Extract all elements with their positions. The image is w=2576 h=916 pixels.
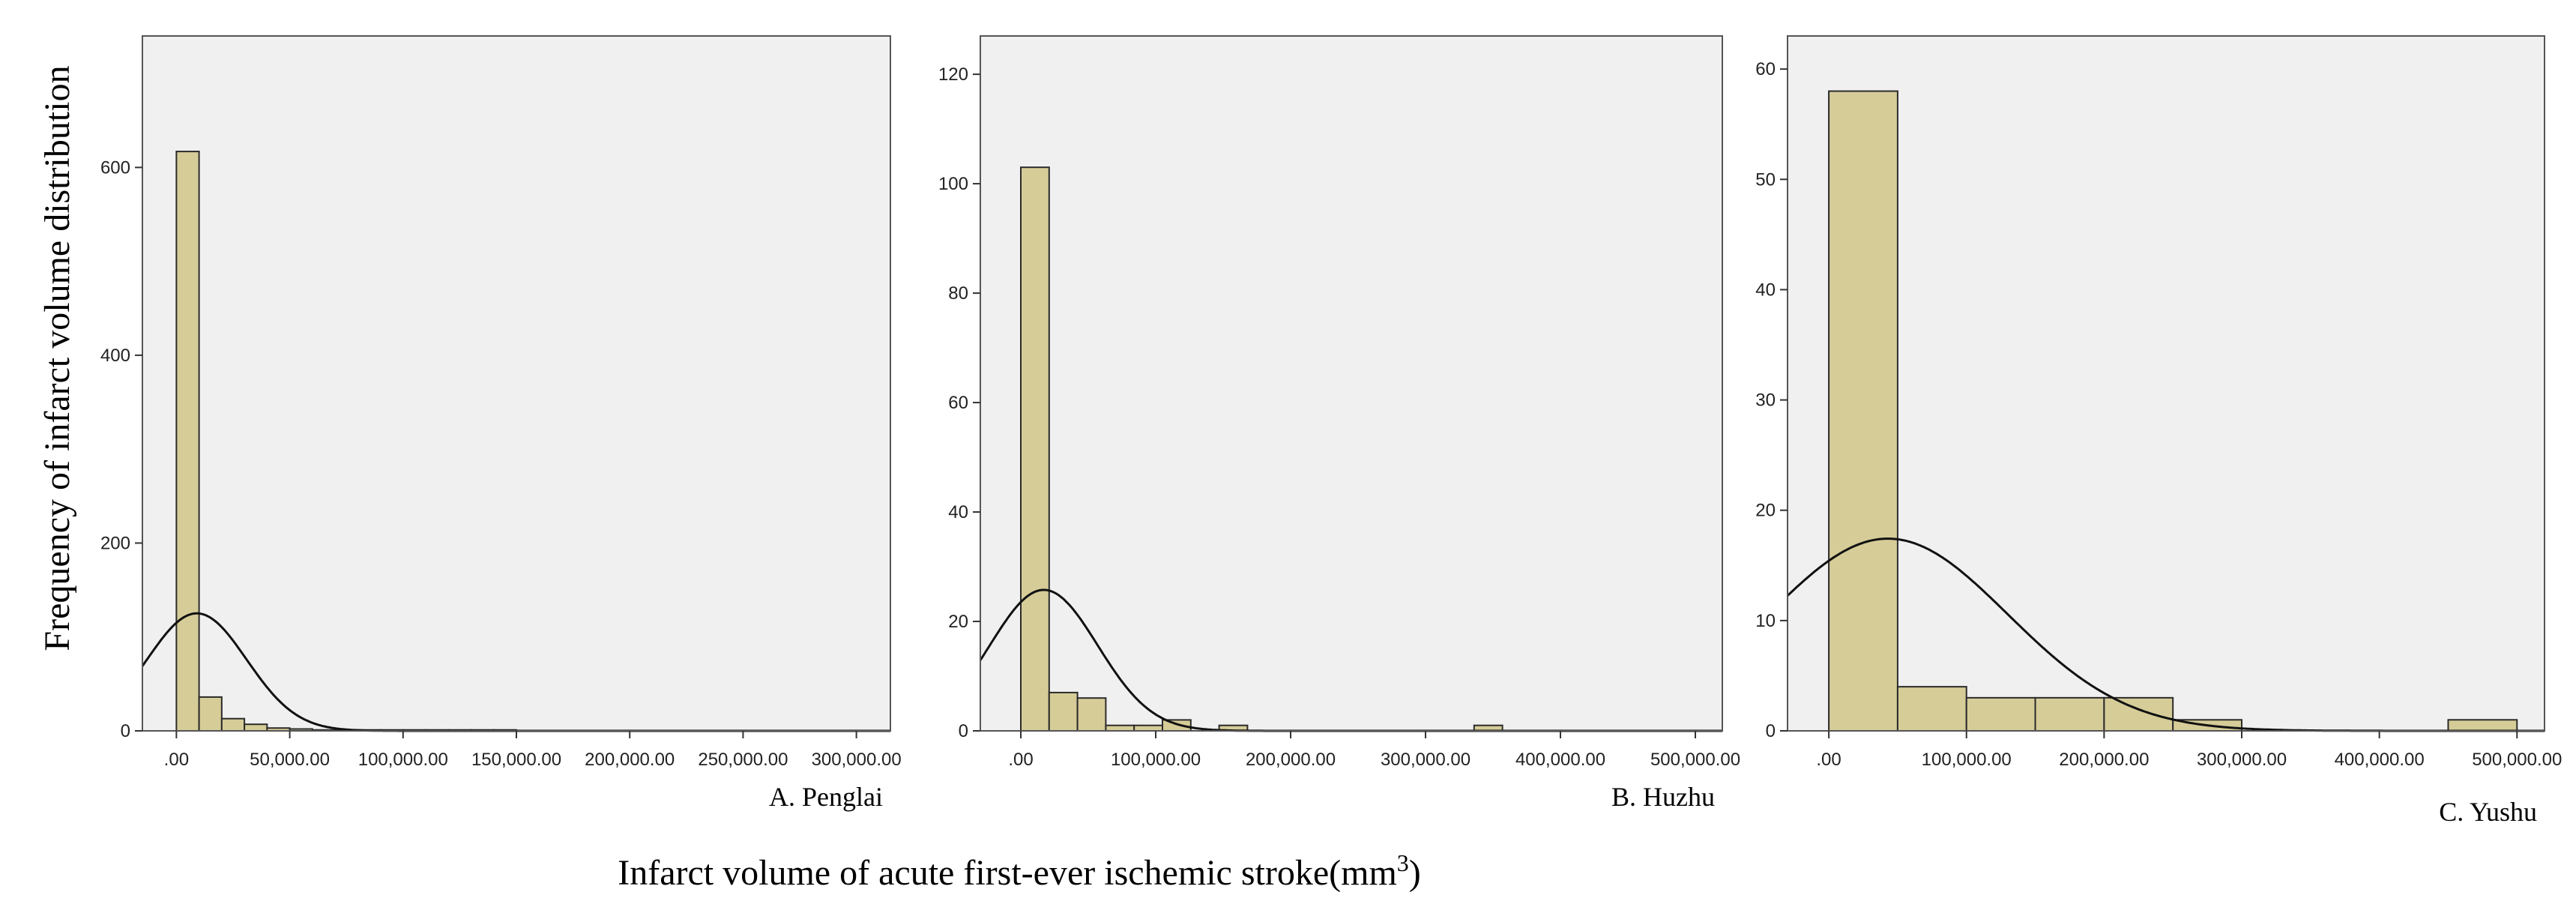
x-tick-label: 100,000.00	[1111, 750, 1201, 770]
plot-frame	[980, 35, 1723, 732]
x-tick-label: 100,000.00	[1922, 750, 2012, 770]
histogram-bar	[1020, 166, 1050, 732]
y-tick-label: 40	[1755, 280, 1776, 300]
y-axis-title: Frequency of infarct volume distribution	[37, 65, 77, 651]
x-tick-label: .00	[1816, 750, 1841, 770]
panel-label: A. Penglai	[769, 782, 883, 812]
histogram-bar	[2103, 696, 2174, 732]
panel-label: C. Yushu	[2439, 797, 2537, 827]
x-tick-label: 200,000.00	[1246, 750, 1336, 770]
histogram-bar	[1133, 724, 1163, 732]
histogram-bar	[220, 717, 246, 732]
x-tick-label: .00	[1008, 750, 1033, 770]
histogram-bar	[198, 696, 223, 732]
y-tick-label: 600	[100, 157, 130, 178]
x-tick-label: 300,000.00	[2197, 750, 2287, 770]
histogram-bar	[1896, 686, 1967, 732]
x-tick-label: 200,000.00	[585, 750, 675, 770]
histogram-panel: 0 20 40 60 80 100 120 .00 100,000.00 200,000.00 30…	[938, 35, 1740, 812]
plot-area	[980, 35, 1723, 732]
histogram-bar	[1105, 724, 1135, 732]
plot-area	[1787, 35, 2545, 732]
y-tick-label: 20	[1755, 501, 1776, 521]
x-tick-label: .00	[164, 750, 189, 770]
plot-frame	[1787, 35, 2545, 732]
x-tick-label: 300,000.00	[812, 750, 902, 770]
histogram-bar	[244, 723, 268, 732]
y-tick-label: 100	[938, 174, 968, 194]
x-axis-title: Infarct volume of acute first-ever ische…	[618, 849, 1421, 893]
histogram-panel: 0 200 400 600 .00 50,000.00 100,000.00 150,000.…	[100, 35, 902, 812]
y-tick-label: 50	[1755, 169, 1776, 190]
y-tick-label: 20	[948, 612, 968, 632]
y-tick-label: 60	[948, 393, 968, 413]
histogram-bar	[175, 151, 200, 732]
x-tick-label: 200,000.00	[2059, 750, 2149, 770]
x-tick-label: 500,000.00	[1650, 750, 1740, 770]
histogram-bar	[2447, 719, 2518, 732]
x-tick-label: 400,000.00	[2335, 750, 2425, 770]
y-tick-label: 80	[948, 283, 968, 304]
panel-label: B. Huzhu	[1611, 782, 1715, 812]
histogram-panel: 0 10 20 30 40 50 60 .00 100,000.00 200,000.00 300,…	[1755, 35, 2562, 827]
y-tick-label: 10	[1755, 611, 1776, 631]
x-tick-label: 300,000.00	[1381, 750, 1471, 770]
y-tick-label: 40	[948, 502, 968, 522]
x-tick-label: 100,000.00	[358, 750, 448, 770]
y-tick-label: 200	[100, 533, 130, 553]
y-tick-label: 0	[1766, 721, 1776, 741]
histogram-bar	[1048, 691, 1079, 732]
y-tick-label: 0	[121, 721, 130, 741]
x-axis-title-end: )	[1409, 853, 1421, 893]
histogram-bar	[1828, 90, 1898, 732]
x-tick-label: 400,000.00	[1515, 750, 1605, 770]
y-tick-label: 60	[1755, 59, 1776, 79]
y-tick-label: 400	[100, 346, 130, 366]
histogram-bar	[1965, 696, 2036, 732]
y-tick-label: 120	[938, 64, 968, 85]
plot-area	[142, 35, 891, 732]
x-axis-title-main: Infarct volume of acute first-ever ische…	[618, 853, 1397, 893]
x-tick-label: 50,000.00	[250, 750, 330, 770]
x-tick-label: 500,000.00	[2472, 750, 2562, 770]
histogram-bar	[1076, 697, 1107, 732]
x-axis-title-superscript: 3	[1397, 849, 1409, 876]
y-tick-label: 0	[959, 721, 968, 741]
y-tick-label: 30	[1755, 391, 1776, 411]
x-tick-label: 250,000.00	[698, 750, 788, 770]
x-tick-label: 150,000.00	[471, 750, 561, 770]
histogram-bar	[2034, 696, 2105, 732]
